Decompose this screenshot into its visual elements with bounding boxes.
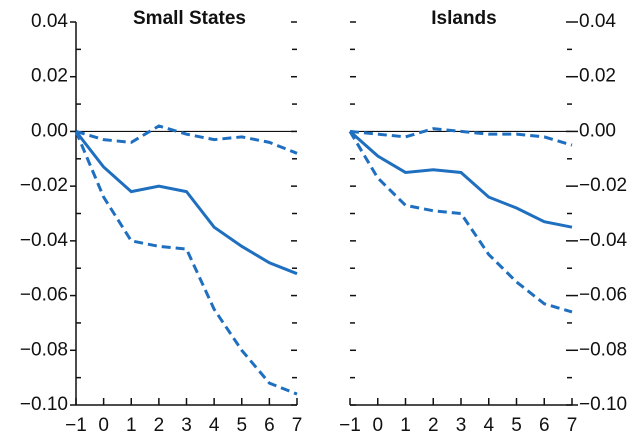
x-tick-label: 3 xyxy=(456,415,467,436)
y-tick-label: −0.04 xyxy=(20,230,69,251)
y-tick-label: −0.04 xyxy=(579,230,628,251)
y-tick-label: 0.00 xyxy=(579,120,616,141)
x-tick-label: 5 xyxy=(511,415,522,436)
x-tick-label: 0 xyxy=(372,415,383,436)
x-tick-label: 5 xyxy=(236,415,247,436)
solid-line xyxy=(349,130,573,229)
dashed-line xyxy=(349,127,573,147)
panel-title: Islands xyxy=(431,8,496,29)
y-tick-label: −0.10 xyxy=(579,394,627,415)
y-tick-label: −0.08 xyxy=(20,339,68,360)
dashed-line xyxy=(75,124,298,155)
y-tick-label: 0.04 xyxy=(31,11,68,32)
panel-title: Small States xyxy=(133,8,246,29)
y-tick-label: 0.02 xyxy=(31,66,68,87)
x-tick-label: 4 xyxy=(483,415,494,436)
x-tick-label: 7 xyxy=(292,415,303,436)
y-tick-label: −0.10 xyxy=(20,394,68,415)
x-tick-label: 2 xyxy=(428,415,439,436)
y-tick-label: −0.02 xyxy=(20,175,68,196)
x-tick-label: 3 xyxy=(181,415,192,436)
x-tick-label: 6 xyxy=(539,415,550,436)
y-tick-label: 0.02 xyxy=(579,66,616,87)
y-tick-label: 0.04 xyxy=(579,11,616,32)
x-tick-label: 1 xyxy=(400,415,411,436)
y-tick-label: −0.02 xyxy=(579,175,627,196)
x-tick-label: 6 xyxy=(264,415,275,436)
x-tick-label: −1 xyxy=(65,415,87,436)
x-tick-label: 1 xyxy=(126,415,137,436)
x-tick-label: 7 xyxy=(567,415,578,436)
solid-line xyxy=(74,130,298,276)
y-tick-label: −0.06 xyxy=(20,285,68,306)
y-tick-label: −0.08 xyxy=(579,339,627,360)
y-tick-label: −0.06 xyxy=(579,285,627,306)
x-tick-label: 2 xyxy=(154,415,165,436)
x-tick-label: 4 xyxy=(209,415,220,436)
y-tick-label: 0.00 xyxy=(31,120,68,141)
dashed-line xyxy=(74,130,298,396)
x-tick-label: 0 xyxy=(98,415,109,436)
x-tick-label: −1 xyxy=(339,415,361,436)
